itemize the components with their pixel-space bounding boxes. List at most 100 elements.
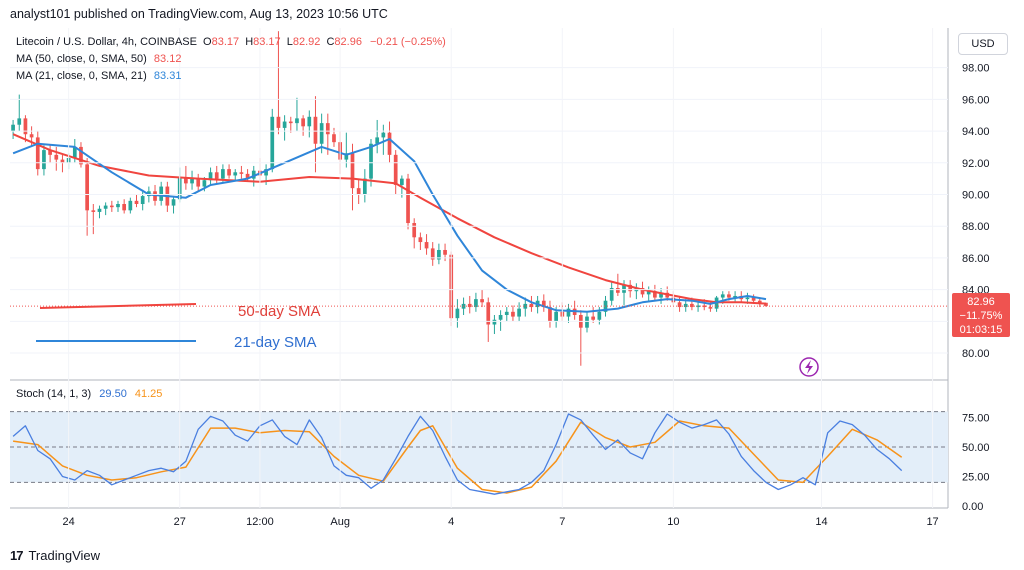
candle bbox=[548, 300, 552, 328]
ma21-line bbox=[12, 138, 767, 313]
candle-body bbox=[159, 186, 164, 201]
candle bbox=[474, 292, 478, 312]
candle-body bbox=[646, 291, 651, 295]
candle-body bbox=[23, 118, 28, 135]
candle-body bbox=[109, 205, 114, 208]
candle-body bbox=[504, 311, 509, 315]
time-tick-label: 4 bbox=[448, 516, 454, 528]
candle bbox=[480, 289, 484, 308]
candle-body bbox=[486, 302, 491, 325]
sma21-legend-label: 21-day SMA bbox=[234, 334, 317, 351]
candle bbox=[227, 164, 231, 179]
candle-body bbox=[233, 172, 238, 176]
ma50-value: 83.12 bbox=[154, 53, 182, 65]
candle-body bbox=[677, 302, 682, 308]
candle-body bbox=[393, 154, 398, 185]
candle bbox=[615, 273, 620, 296]
candle-body bbox=[72, 146, 77, 159]
candle bbox=[307, 110, 312, 138]
open-value: 83.17 bbox=[212, 36, 240, 48]
candle bbox=[591, 307, 596, 323]
candle-body bbox=[42, 150, 46, 170]
high-value: 83.17 bbox=[253, 36, 281, 48]
candle bbox=[609, 281, 614, 306]
candle-body bbox=[313, 116, 318, 144]
candle bbox=[529, 295, 534, 312]
candle-body bbox=[301, 118, 305, 127]
candle-body bbox=[702, 305, 707, 308]
candle-body bbox=[270, 116, 275, 170]
candle-body bbox=[153, 191, 157, 201]
candle-body bbox=[622, 284, 626, 293]
candle bbox=[646, 286, 651, 301]
candle-body bbox=[511, 311, 515, 317]
tradingview-logo-icon: 17 bbox=[10, 547, 24, 563]
candle bbox=[134, 194, 139, 208]
time-tick-label: 14 bbox=[815, 516, 827, 528]
close-value: 82.96 bbox=[334, 36, 362, 48]
stoch-indicator-line[interactable]: Stoch (14, 1, 3) 29.50 41.25 bbox=[16, 388, 162, 400]
candle-body bbox=[54, 154, 59, 160]
candle-body bbox=[344, 153, 349, 160]
ma50-indicator-line[interactable]: MA (50, close, 0, SMA, 50) 83.12 bbox=[16, 53, 181, 65]
candle bbox=[288, 116, 293, 133]
candle bbox=[109, 200, 114, 212]
tradingview-brand: TradingView bbox=[28, 547, 101, 563]
candle-body bbox=[585, 316, 589, 328]
publish-header: analyst101 published on TradingView.com,… bbox=[0, 0, 1024, 28]
candle-body bbox=[430, 248, 435, 260]
candle-body bbox=[751, 297, 756, 301]
candle bbox=[245, 169, 250, 182]
bar-countdown: 01:03:15 bbox=[960, 324, 1003, 336]
candle bbox=[424, 234, 429, 255]
candle-body bbox=[548, 307, 552, 322]
stoch-tick-label: 25.00 bbox=[962, 472, 990, 484]
candle bbox=[603, 295, 608, 317]
candle bbox=[79, 142, 83, 168]
candle-body bbox=[103, 205, 108, 209]
candle bbox=[350, 143, 355, 211]
events-lightning-icon[interactable] bbox=[799, 357, 819, 377]
candle-body bbox=[541, 300, 546, 308]
candle-body bbox=[190, 178, 194, 184]
candle-body bbox=[467, 303, 472, 308]
candle-body bbox=[29, 134, 34, 138]
candle bbox=[387, 121, 392, 163]
price-tick-label: 90.00 bbox=[962, 189, 990, 201]
last-price-tag: 82.96 −11.75% 01:03:15 bbox=[952, 293, 1010, 337]
candle bbox=[29, 126, 34, 147]
candle bbox=[467, 295, 472, 314]
candle-body bbox=[17, 118, 22, 125]
candle-body bbox=[134, 200, 139, 204]
candle bbox=[190, 170, 194, 190]
candle-body bbox=[60, 159, 65, 163]
candle-body bbox=[603, 300, 608, 312]
candle bbox=[159, 181, 164, 206]
candle-body bbox=[412, 223, 417, 238]
candle bbox=[406, 173, 410, 230]
price-tick-label: 98.00 bbox=[962, 63, 990, 75]
candle bbox=[504, 307, 509, 322]
time-tick-label: Aug bbox=[330, 516, 350, 528]
candle bbox=[208, 167, 213, 185]
candle bbox=[498, 310, 503, 331]
currency-button[interactable]: USD bbox=[958, 33, 1008, 55]
ma21-indicator-line[interactable]: MA (21, close, 0, SMA, 21) 83.31 bbox=[16, 70, 181, 82]
candle-body bbox=[387, 132, 392, 155]
candle-body bbox=[640, 288, 645, 295]
candle bbox=[60, 154, 65, 173]
candle bbox=[295, 97, 299, 132]
candle bbox=[313, 96, 318, 173]
candle bbox=[437, 243, 441, 265]
candle bbox=[443, 243, 447, 262]
candle bbox=[634, 283, 639, 300]
candle bbox=[17, 94, 22, 132]
candle bbox=[85, 158, 89, 236]
time-tick-label: 17 bbox=[926, 516, 938, 528]
stoch-tick-label: 50.00 bbox=[962, 442, 990, 454]
candle bbox=[412, 218, 417, 249]
candle-body bbox=[97, 208, 102, 212]
change-value: −0.21 (−0.25%) bbox=[370, 36, 446, 48]
candle-body bbox=[517, 308, 521, 317]
